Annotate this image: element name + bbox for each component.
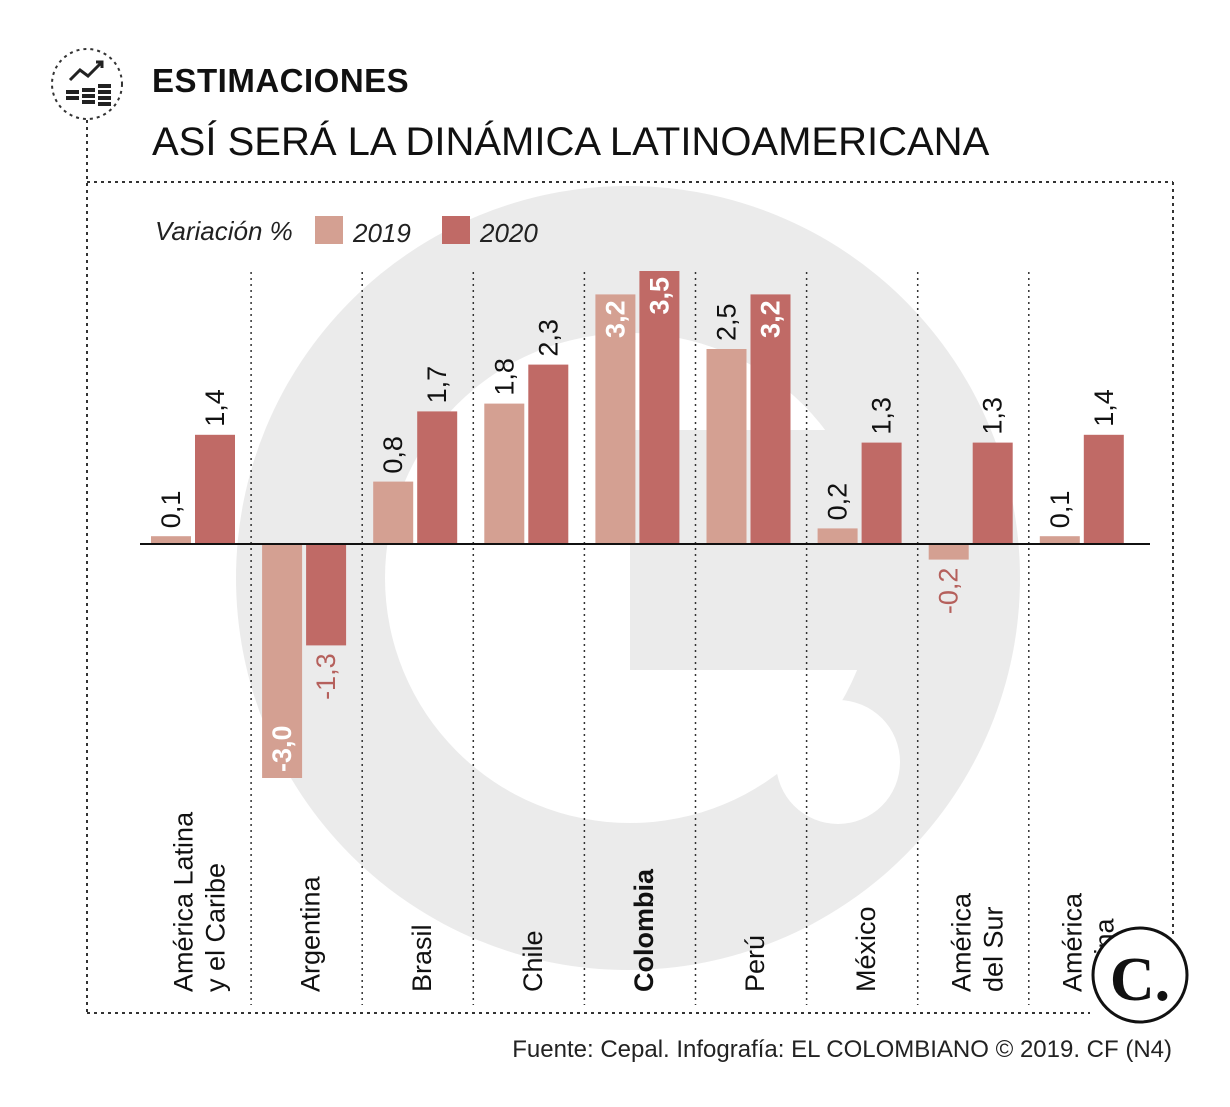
data-label: 3,2 (756, 300, 786, 338)
data-label: 1,4 (200, 389, 230, 427)
bar-2020 (861, 442, 902, 544)
bar-2020 (1083, 434, 1124, 544)
category-label: Chile (518, 930, 548, 992)
data-label: -0,2 (934, 568, 964, 615)
data-label: 0,1 (1045, 491, 1075, 529)
kicker: ESTIMACIONES (152, 62, 409, 99)
category-label: Argentina (296, 875, 326, 992)
bar-2019 (817, 528, 858, 544)
data-label: 1,4 (1089, 389, 1119, 427)
data-label: 3,5 (644, 277, 674, 315)
chart-frame (86, 120, 1174, 1014)
bar-2019 (484, 403, 525, 544)
data-label: 0,8 (378, 436, 408, 474)
legend: Variación % 2019 2020 (155, 216, 538, 248)
bar-2020 (306, 544, 347, 646)
data-label: -3,0 (267, 725, 297, 772)
bar-2019 (151, 536, 191, 544)
bar-2020 (528, 364, 569, 544)
category-label: y el Caribe (201, 863, 231, 992)
publisher-logo: C. (1091, 926, 1189, 1024)
legend-swatch-2020 (442, 216, 470, 244)
category-label: Brasil (407, 924, 437, 992)
legend-swatch-2019 (315, 216, 343, 244)
data-label: 2,3 (533, 319, 563, 357)
data-label: -1,3 (311, 653, 341, 700)
data-label: 0,1 (156, 491, 186, 529)
bar-2020 (195, 434, 235, 544)
bar-2019 (1039, 536, 1080, 544)
watermark-dot (776, 700, 900, 824)
data-label: 2,5 (712, 303, 742, 341)
category-label: del Sur (978, 906, 1008, 992)
source-credit: Fuente: Cepal. Infografía: EL COLOMBIANO… (512, 1036, 1172, 1063)
category-label: América (1057, 892, 1087, 992)
data-label: 1,8 (489, 358, 519, 396)
category-label: América Latina (169, 811, 199, 992)
bar-2019 (373, 481, 414, 544)
bar-2019 (262, 544, 303, 778)
legend-label-2020: 2020 (479, 218, 538, 248)
data-label: 1,3 (867, 397, 897, 435)
plot-area: 0,1 1,4 América Latina y el Caribe -3,0 -1,3 A… (140, 271, 1150, 1005)
page-title: ASÍ SERÁ LA DINÁMICA LATINOAMERICANA (152, 119, 990, 164)
data-label: 0,2 (823, 483, 853, 521)
bar-2020 (639, 271, 680, 544)
bar-2019 (706, 349, 747, 544)
growth-chart-coins-icon (51, 48, 123, 120)
legend-label-2019: 2019 (352, 218, 411, 248)
category-label: Perú (740, 935, 770, 992)
category-label: América (946, 892, 976, 992)
legend-ylabel: Variación % (155, 216, 293, 246)
bar-2019 (928, 544, 969, 560)
data-label: 1,7 (422, 366, 452, 404)
bar-2020 (417, 411, 458, 544)
header: ESTIMACIONES ASÍ SERÁ LA DINÁMICA LATINO… (51, 48, 990, 164)
bar-2020 (750, 294, 791, 544)
publisher-logo-letter: C. (1110, 946, 1170, 1014)
data-label: 3,2 (600, 300, 630, 338)
bar-2020 (972, 442, 1013, 544)
bar-2019 (595, 294, 636, 544)
category-label: México (851, 906, 881, 992)
category-label: Colombia (629, 868, 659, 992)
data-label: 1,3 (978, 397, 1008, 435)
